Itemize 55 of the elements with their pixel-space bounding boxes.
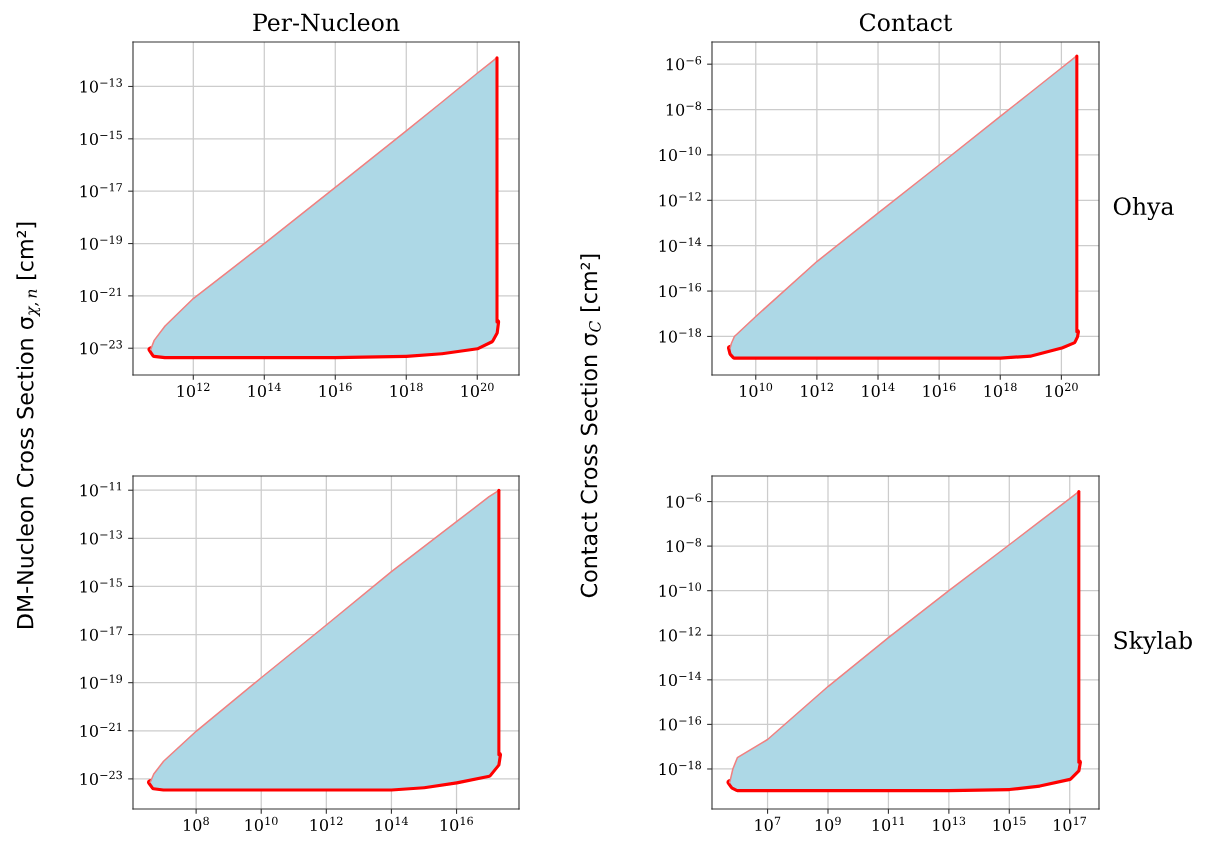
y-tick-label: 10$^{−10}$ xyxy=(659,146,702,162)
y-tick-label: 10$^{−19}$ xyxy=(80,235,123,250)
y-tick-label: 10$^{−6}$ xyxy=(666,56,702,71)
y-tick-label: 10$^{−23}$ xyxy=(80,770,122,786)
x-tick-label: 10$^{8}$ xyxy=(184,816,209,831)
y-tick-label: 10$^{−12}$ xyxy=(659,192,701,207)
x-tick-label: 10$^{16}$ xyxy=(923,382,956,397)
x-tick-label: 10$^{16}$ xyxy=(440,816,473,831)
y-tick-label: 10$^{−12}$ xyxy=(659,627,701,642)
x-tick-label: 10$^{18}$ xyxy=(984,382,1017,397)
y2-axis-title: Ohya xyxy=(1113,196,1174,221)
x-tick-label: 10$^{17}$ xyxy=(1054,816,1087,831)
y-tick-label: 10$^{−13}$ xyxy=(80,530,122,545)
x-tick-label: 10$^{20}$ xyxy=(1045,382,1078,397)
y-tick-label: 10$^{−15}$ xyxy=(80,130,122,146)
y-tick-label: 10$^{−21}$ xyxy=(80,287,122,303)
x-tick-label: 10$^{18}$ xyxy=(390,382,423,397)
x-tick-label: 10$^{12}$ xyxy=(310,816,343,831)
x-tick-label: 10$^{12}$ xyxy=(177,382,210,397)
y-tick-label: 10$^{−15}$ xyxy=(80,578,122,593)
y-tick-label: 10$^{−8}$ xyxy=(666,101,702,116)
y-tick-label: 10$^{−18}$ xyxy=(659,328,702,343)
y-tick-label: 10$^{−10}$ xyxy=(659,582,702,597)
y-tick-label: 10$^{−14}$ xyxy=(659,671,702,687)
y-tick-label: 10$^{−23}$ xyxy=(80,340,122,355)
y-tick-label: 10$^{−21}$ xyxy=(80,722,122,737)
x-tick-label: 10$^{14}$ xyxy=(375,816,408,831)
x-tick-label: 10$^{12}$ xyxy=(801,382,833,397)
x-tick-label: 10$^{20}$ xyxy=(461,382,494,397)
x-tick-label: 10$^{14}$ xyxy=(862,382,895,397)
y2-axis-title: Skylab xyxy=(1114,630,1192,655)
y-tick-label: 10$^{−16}$ xyxy=(659,282,702,298)
x-tick-label: 10$^{9}$ xyxy=(815,816,841,831)
x-tick-label: 10$^{7}$ xyxy=(755,816,781,831)
y-tick-label: 10$^{−11}$ xyxy=(80,482,122,497)
y-tick-label: 10$^{−13}$ xyxy=(80,78,122,93)
y-tick-label: 10$^{−16}$ xyxy=(659,716,702,731)
x-tick-label: 10$^{14}$ xyxy=(248,382,281,397)
x-tick-label: 10$^{11}$ xyxy=(872,816,904,831)
y-axis-title: Contact Cross Section σ$_{C}$ [cm²] xyxy=(580,254,601,598)
y-tick-label: 10$^{−18}$ xyxy=(659,760,702,776)
x-tick-label: 10$^{13}$ xyxy=(933,816,966,831)
y-tick-label: 10$^{−14}$ xyxy=(659,237,702,252)
y-axis-title: DM-Nucleon Cross Section σ$_{χ,n}$ [cm²] xyxy=(16,222,41,628)
x-tick-label: 10$^{15}$ xyxy=(993,816,1026,831)
x-tick-label: 10$^{16}$ xyxy=(319,382,352,397)
x-tick-label: 10$^{10}$ xyxy=(245,816,278,831)
y-tick-label: 10$^{−6}$ xyxy=(666,493,702,508)
chart-title: Contact xyxy=(859,13,953,32)
y-tick-label: 10$^{−8}$ xyxy=(666,537,702,553)
x-tick-label: 10$^{10}$ xyxy=(740,382,773,397)
y-tick-label: 10$^{−17}$ xyxy=(80,183,122,198)
y-tick-label: 10$^{−17}$ xyxy=(80,626,122,641)
chart-title: Per-Nucleon xyxy=(253,12,400,32)
y-tick-label: 10$^{−19}$ xyxy=(80,674,123,689)
